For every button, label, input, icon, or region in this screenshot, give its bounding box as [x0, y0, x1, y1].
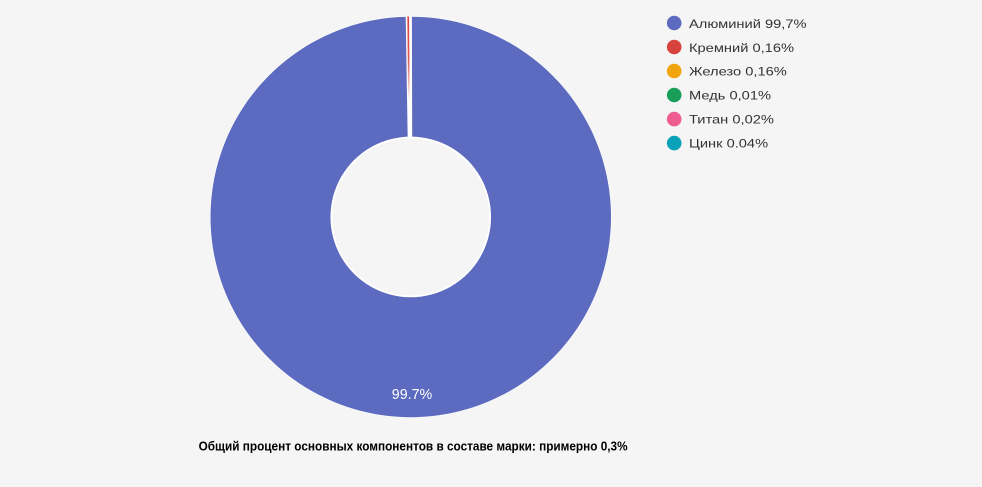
svg-text:Кремний 0,16%: Кремний 0,16% [689, 41, 794, 55]
svg-text:Общий процент основных компоне: Общий процент основных компонентов в сос… [199, 438, 628, 453]
svg-text:Медь 0,01%: Медь 0,01% [689, 89, 771, 103]
svg-text:Железо 0,16%: Железо 0,16% [689, 65, 787, 79]
svg-text:Цинк 0.04%: Цинк 0.04% [689, 136, 768, 150]
svg-text:Титан 0,02%: Титан 0,02% [689, 112, 774, 126]
svg-text:Алюминий 99,7%: Алюминий 99,7% [689, 17, 807, 31]
svg-text:99.7%: 99.7% [392, 386, 433, 403]
